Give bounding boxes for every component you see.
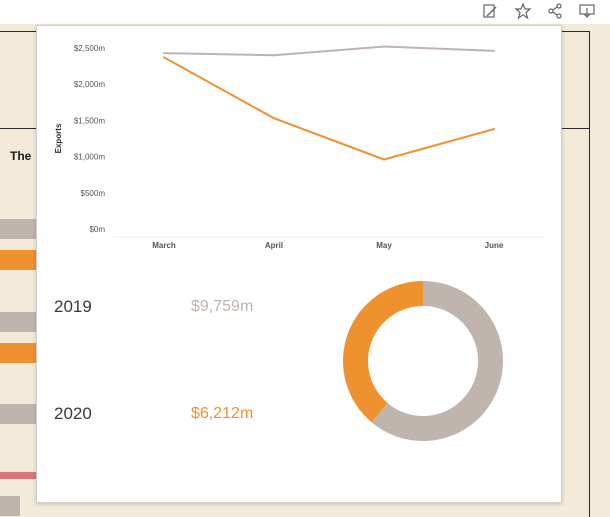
edit-icon[interactable] (481, 2, 499, 20)
data-point-2020 (163, 56, 165, 59)
y-tick-label: $1,000m (74, 153, 105, 162)
y-tick-label: $0m (89, 225, 105, 234)
year-label-2019: 2019 (54, 297, 92, 316)
data-point-2020 (383, 158, 385, 161)
series-line-2020 (163, 56, 495, 161)
year-label-2020: 2020 (54, 404, 92, 423)
exports-donut-chart (343, 281, 503, 441)
total-value-2020: $6,212m (191, 405, 254, 422)
background-bar (0, 250, 36, 270)
background-bar (0, 343, 36, 363)
y-axis-label: Exports (54, 123, 63, 153)
background-bar (0, 219, 36, 239)
data-point-2019 (163, 52, 165, 55)
y-tick-label: $2,000m (74, 80, 105, 89)
tooltip-panel: $0m $500m $1,000m $1,500m $2,000m $2,500m Marc… (36, 25, 562, 503)
top-toolbar (0, 0, 610, 24)
y-tick-label: $1,500m (74, 116, 105, 125)
star-icon[interactable] (514, 2, 532, 20)
y-tick-label: $500m (81, 189, 106, 198)
donut-slice-2020 (343, 281, 423, 423)
background-bar (0, 496, 20, 516)
background-bar (0, 472, 36, 479)
background-bar (0, 404, 36, 424)
y-tick-label: $2,500m (74, 44, 105, 53)
background-partial-title: The (10, 149, 32, 163)
share-icon[interactable] (546, 2, 564, 20)
exports-line-chart: $0m $500m $1,000m $1,500m $2,000m $2,500m Marc… (54, 44, 545, 250)
download-icon[interactable] (578, 2, 596, 20)
data-point-2020 (273, 117, 275, 120)
x-tick-label: April (265, 241, 283, 250)
data-point-2019 (383, 45, 385, 48)
content-panel (0, 128, 590, 517)
background-bar (0, 312, 36, 332)
x-tick-label: May (376, 241, 392, 250)
data-point-2019 (273, 54, 275, 57)
x-tick-label: March (152, 241, 176, 250)
x-tick-label: June (485, 241, 504, 250)
total-value-2019: $9,759m (191, 298, 254, 315)
series-line-2019 (163, 45, 495, 57)
data-point-2019 (493, 49, 495, 52)
data-point-2020 (493, 128, 495, 131)
donut-slice-2019 (371, 281, 503, 441)
